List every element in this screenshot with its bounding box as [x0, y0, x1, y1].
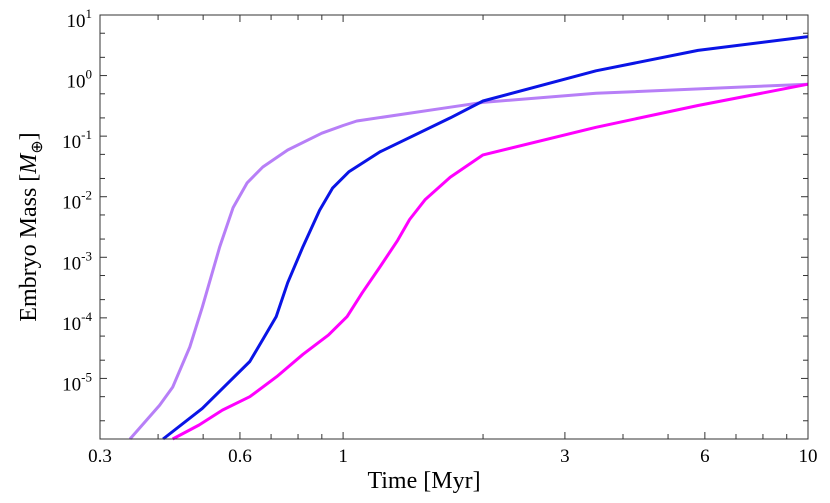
- x-tick-label: 1: [338, 446, 348, 467]
- plot-frame: [99, 14, 809, 440]
- x-tick-label: 10: [799, 446, 818, 467]
- axis-ticks: [99, 14, 809, 440]
- y-tick-label: 101: [67, 6, 93, 32]
- x-tick-labels: 0.3 0.6 1 3 6 10: [88, 446, 817, 467]
- series-line-2: [162, 35, 809, 441]
- y-tick-label: 10-4: [62, 309, 92, 335]
- x-tick-label: 0.6: [228, 446, 252, 467]
- series-lines: [128, 35, 809, 441]
- y-tick-label: 10-5: [62, 369, 92, 395]
- y-tick-label: 100: [67, 67, 93, 93]
- x-tick-label: 3: [560, 446, 570, 467]
- x-tick-label: 0.3: [88, 446, 112, 467]
- y-tick-label: 10-1: [62, 127, 92, 153]
- y-tick-label: 10-2: [62, 188, 92, 214]
- series-line-3: [171, 82, 809, 441]
- series-line-1: [128, 82, 809, 440]
- y-tick-labels: 10-5 10-4 10-3 10-2 10-1 100 101: [62, 6, 92, 395]
- y-tick-label: 10-3: [62, 248, 92, 274]
- x-axis-label: Time [Myr]: [367, 468, 480, 494]
- y-axis-label: Embryo Mass [M⊕]: [16, 132, 46, 321]
- x-tick-label: 6: [700, 446, 710, 467]
